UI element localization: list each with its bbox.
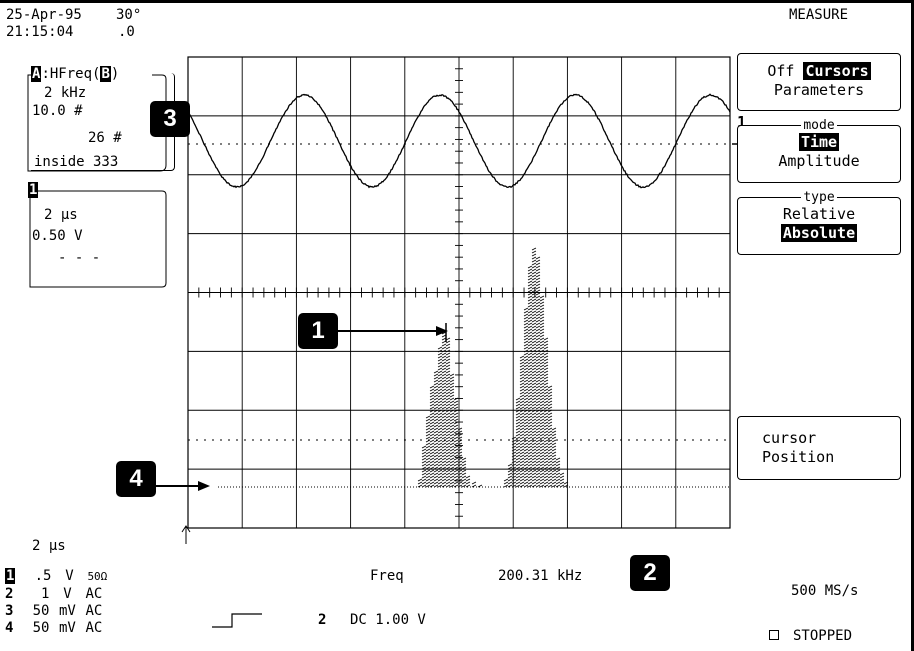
trigger-level: DC 1.00 V	[350, 612, 426, 628]
sample-rate: 500 MS/s	[791, 583, 858, 599]
trigger-source: 2	[318, 612, 326, 628]
stopped-indicator-icon	[769, 630, 779, 640]
acquisition-state: STOPPED	[793, 628, 852, 644]
